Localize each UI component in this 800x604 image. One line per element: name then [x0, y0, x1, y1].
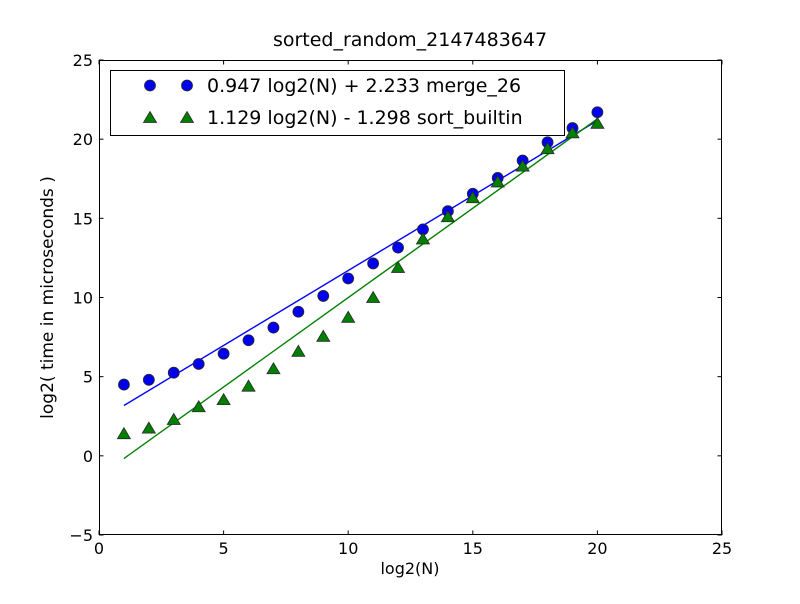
data-point-sort_builtin	[540, 141, 555, 155]
x-tick-label: 25	[712, 539, 732, 558]
chart-title: sorted_random_2147483647	[273, 29, 547, 51]
data-point-sort_builtin	[316, 329, 331, 342]
data-point-sort_builtin	[141, 421, 157, 434]
y-tick-label: 0	[83, 447, 93, 466]
y-tick-label: 20	[73, 130, 93, 149]
data-point-merge_26	[317, 290, 330, 302]
data-point-sort_builtin	[515, 159, 530, 172]
legend-marker-triangle-icon	[179, 110, 195, 123]
data-point-sort_builtin	[465, 190, 481, 204]
legend-marker-triangle-icon	[142, 110, 158, 123]
data-point-merge_26	[217, 347, 230, 360]
legend: 0.947 log2(N) + 2.233 merge_26 1.129 log…	[110, 70, 565, 136]
legend-marker-circle-icon	[181, 79, 193, 92]
x-tick-label: 20	[587, 539, 607, 558]
x-axis-label: log2(N)	[380, 559, 439, 578]
axis-ticks	[98, 59, 723, 536]
data-point-sort_builtin	[291, 344, 306, 357]
data-point-merge_26	[292, 305, 305, 318]
data-point-sort_builtin	[216, 392, 231, 406]
data-point-merge_26	[367, 257, 380, 270]
data-point-sort_builtin	[590, 116, 605, 129]
data-point-sort_builtin	[241, 379, 256, 392]
data-point-sort_builtin	[390, 260, 406, 273]
x-tick-label: 0	[94, 539, 104, 558]
y-tick-label: 25	[73, 51, 93, 70]
y-tick-label: 5	[83, 368, 93, 387]
data-point-sort_builtin	[440, 209, 456, 223]
y-tick-label: 15	[73, 209, 93, 228]
data-point-merge_26	[167, 366, 180, 379]
data-point-sort_builtin	[166, 412, 181, 425]
x-tick-label: 10	[338, 539, 358, 558]
data-series-layer	[116, 106, 605, 460]
data-point-merge_26	[142, 373, 155, 386]
x-tick-label: 15	[463, 539, 483, 558]
y-tick-label: 10	[73, 289, 93, 308]
legend-label-merge-26: 0.947 log2(N) + 2.233 merge_26	[207, 75, 521, 97]
data-point-merge_26	[118, 378, 130, 391]
data-point-sort_builtin	[415, 232, 431, 245]
data-point-sort_builtin	[191, 399, 206, 413]
data-point-sort_builtin	[116, 426, 132, 440]
data-point-merge_26	[342, 272, 355, 285]
x-tick-label: 5	[219, 539, 229, 558]
legend-marker-circle-icon	[144, 79, 156, 92]
data-point-sort_builtin	[365, 290, 381, 303]
data-point-merge_26	[392, 241, 404, 254]
data-point-sort_builtin	[490, 175, 505, 188]
y-tick-label: −5	[69, 526, 93, 545]
legend-label-sort-builtin: 1.129 log2(N) - 1.298 sort_builtin	[207, 107, 523, 129]
data-point-sort_builtin	[266, 361, 281, 375]
fit-line-sort_builtin	[123, 118, 598, 460]
y-axis-label: log2( time in microseconds )	[38, 176, 58, 419]
data-point-sort_builtin	[565, 126, 580, 139]
data-point-merge_26	[242, 334, 255, 347]
data-point-sort_builtin	[340, 310, 356, 323]
data-point-merge_26	[591, 106, 604, 119]
data-point-merge_26	[267, 321, 280, 334]
data-point-merge_26	[192, 358, 205, 370]
